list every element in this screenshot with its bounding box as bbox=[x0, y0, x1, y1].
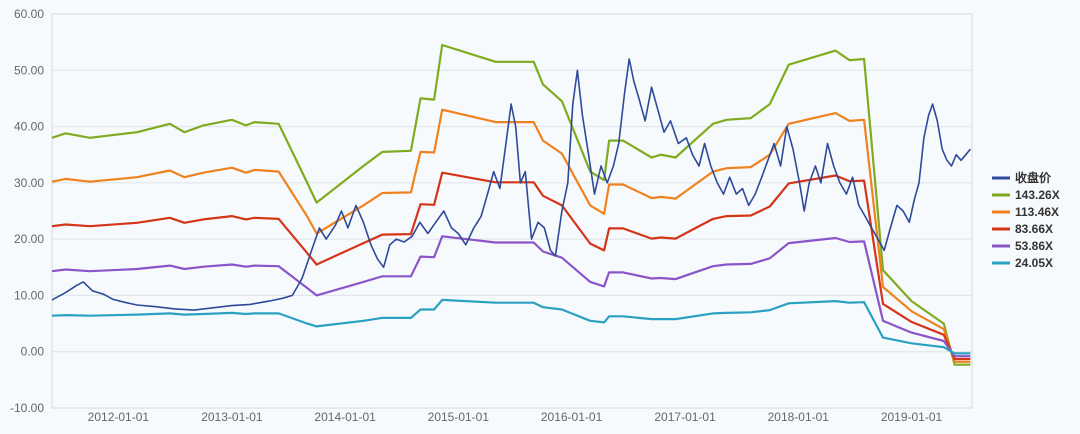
series-line-5 bbox=[51, 298, 971, 355]
legend-label: 53.86X bbox=[1015, 239, 1053, 253]
y-tick-label: 40.00 bbox=[14, 120, 44, 134]
x-tick-label: 2019-01-01 bbox=[881, 410, 943, 424]
y-tick-label: 0.00 bbox=[21, 345, 45, 359]
x-tick-label: 2016-01-01 bbox=[541, 410, 603, 424]
y-tick-label: 30.00 bbox=[14, 176, 44, 190]
x-tick-label: 2012-01-01 bbox=[88, 410, 150, 424]
legend-label: 收盘价 bbox=[1015, 170, 1052, 185]
y-axis-ticks: -10.00 0.00 10.00 20.00 30.00 40.00 50.00 60.00 bbox=[10, 7, 44, 415]
legend-label: 143.26X bbox=[1015, 188, 1060, 202]
series-line-0 bbox=[51, 58, 972, 311]
series-line-1 bbox=[51, 43, 971, 366]
legend: 收盘价 143.26X 113.46X 83.66X 53.86X 24.05X bbox=[992, 170, 1060, 270]
legend-label: 113.46X bbox=[1015, 205, 1059, 219]
legend-label: 83.66X bbox=[1015, 222, 1053, 236]
y-tick-label: 20.00 bbox=[14, 232, 44, 246]
plot-area-border bbox=[51, 13, 973, 409]
x-tick-label: 2014-01-01 bbox=[314, 410, 376, 424]
series-line-3 bbox=[51, 171, 971, 361]
series-lines bbox=[51, 43, 972, 366]
series-line-4 bbox=[51, 235, 971, 358]
y-tick-label: 10.00 bbox=[14, 288, 44, 302]
x-tick-label: 2013-01-01 bbox=[201, 410, 263, 424]
y-tick-label: 60.00 bbox=[14, 7, 44, 21]
x-tick-label: 2017-01-01 bbox=[654, 410, 716, 424]
x-tick-label: 2015-01-01 bbox=[428, 410, 490, 424]
x-tick-label: 2018-01-01 bbox=[768, 410, 830, 424]
x-axis-ticks: 2012-01-01 2013-01-01 2014-01-01 2015-01-01… bbox=[88, 410, 943, 424]
y-tick-label: -10.00 bbox=[10, 401, 44, 415]
legend-label: 24.05X bbox=[1015, 256, 1053, 270]
series-line-2 bbox=[51, 108, 971, 363]
y-tick-label: 50.00 bbox=[14, 63, 44, 77]
